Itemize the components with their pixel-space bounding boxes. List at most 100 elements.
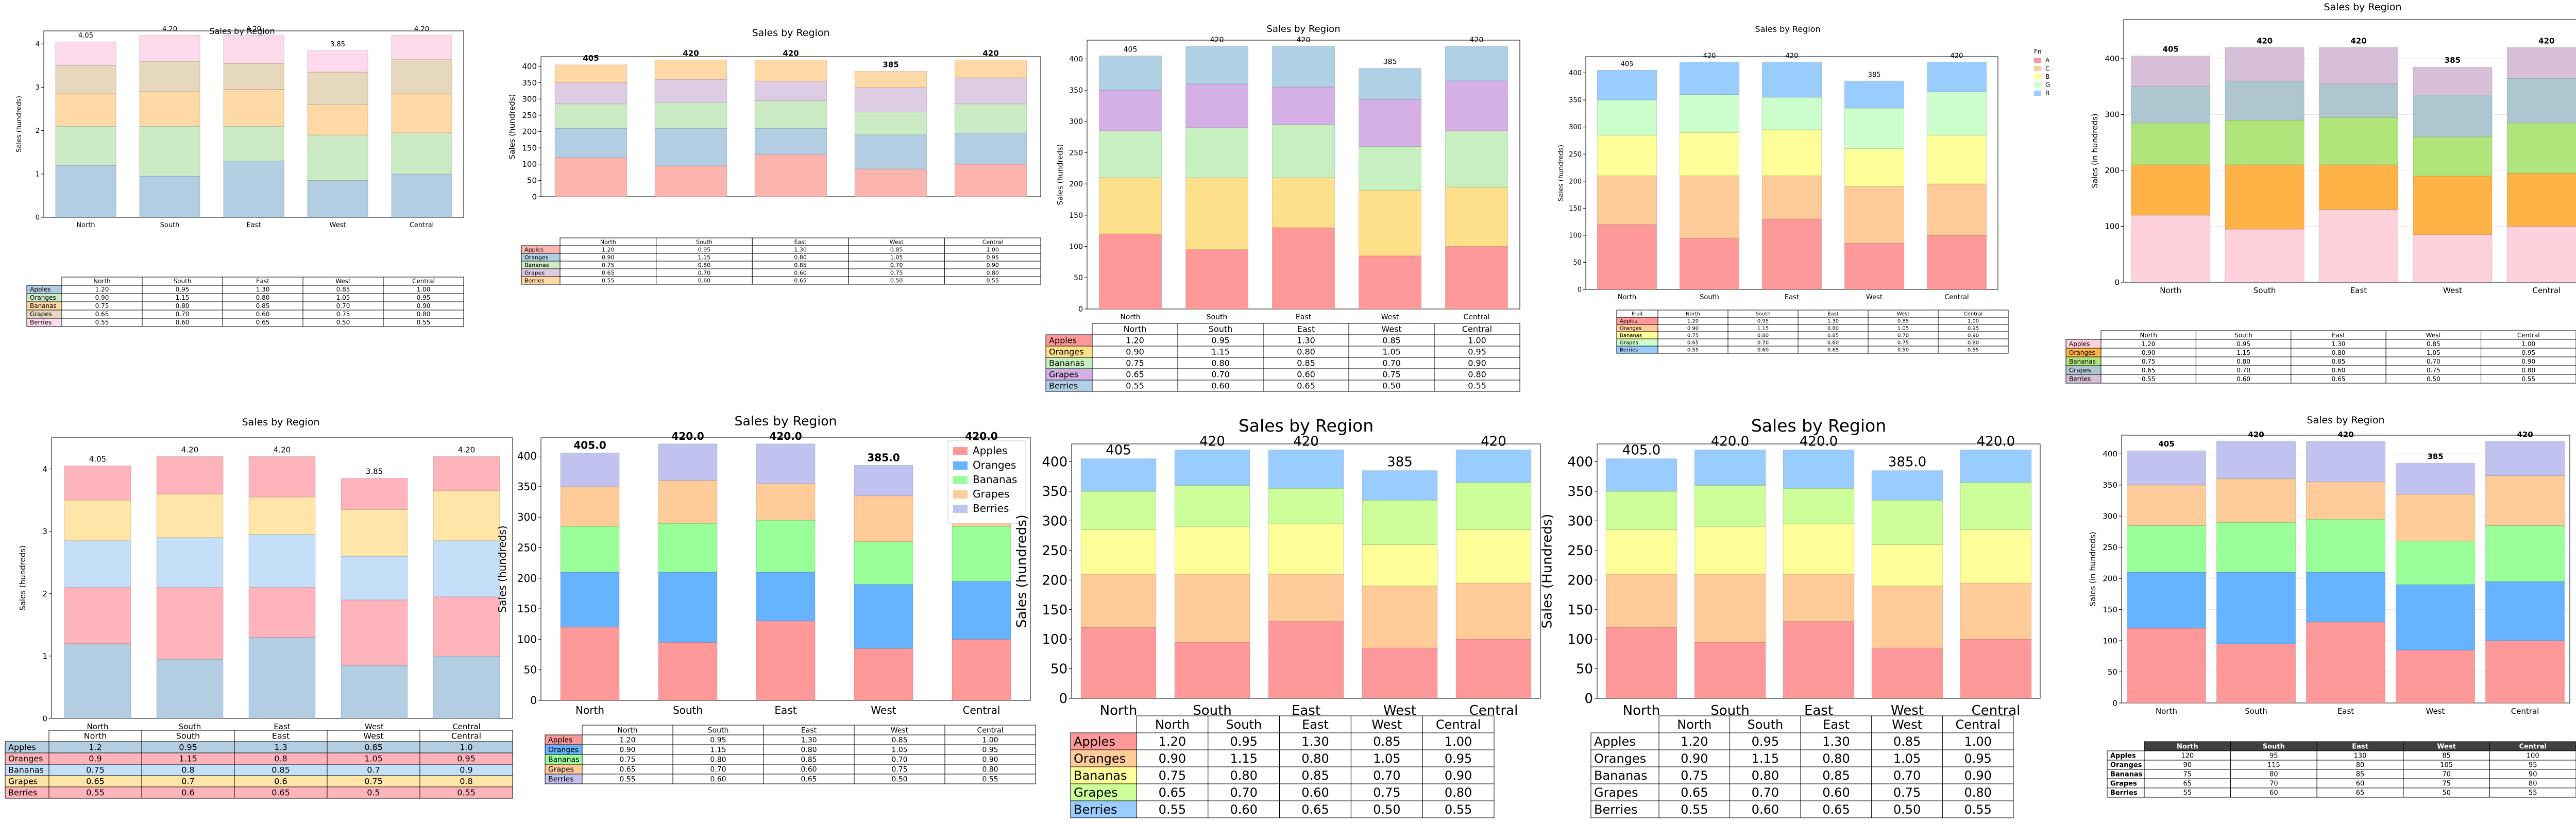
table-cell xyxy=(1350,766,1423,784)
total-label: 420 xyxy=(1703,53,1716,60)
x-tick-label: North xyxy=(2156,707,2177,716)
bar-segment xyxy=(156,493,224,538)
bar-segment xyxy=(391,93,452,133)
bar-segment xyxy=(954,164,1027,197)
chart-2: Sales by Region 0 50 100 150 200 250 300 350 400 S… xyxy=(507,27,1041,285)
table-cell-value: 1.30 xyxy=(2332,340,2346,348)
bar-segment xyxy=(654,128,727,166)
legend-swatch xyxy=(2034,82,2041,88)
table-cell-value: 0.70 xyxy=(891,756,907,764)
x-tick-label: Central xyxy=(963,704,1001,716)
bar-segment xyxy=(391,132,452,175)
table-row-label: Berries xyxy=(548,775,573,783)
total-label: 4.20 xyxy=(246,25,261,33)
table-row-label: Bananas xyxy=(2069,358,2096,365)
bar-segment xyxy=(2485,640,2565,703)
legend-label: G xyxy=(2045,81,2050,89)
table-column-header: South xyxy=(1755,312,1770,317)
bar-segment xyxy=(1099,130,1162,178)
table-column-header: North xyxy=(600,238,616,245)
table-header-cell xyxy=(1422,715,1495,733)
bar-segment xyxy=(2413,234,2493,283)
table-cell xyxy=(1208,732,1280,750)
bar-segment xyxy=(1605,491,1677,530)
bar-segment xyxy=(1080,529,1157,575)
table-column-header: West xyxy=(890,238,904,245)
table-cell xyxy=(1658,732,1731,750)
table-cell-value: 0.80 xyxy=(698,262,711,268)
table-cell-value: 0.75 xyxy=(1897,340,1909,346)
table-row-label-cell xyxy=(1590,749,1659,767)
table-cell-value: 0.70 xyxy=(2236,367,2250,374)
table-row-label-cell xyxy=(1070,749,1137,767)
total-label: 405 xyxy=(583,54,599,63)
total-label: 385.0 xyxy=(867,451,900,464)
table-column-header: West xyxy=(1897,312,1910,317)
table-column-header: South xyxy=(1226,717,1262,732)
table-cell-value: 0.50 xyxy=(1373,802,1400,817)
table-row-label-cell xyxy=(1070,800,1137,818)
table-cell-value: 0.90 xyxy=(982,756,998,764)
x-tick-label: East xyxy=(1296,313,1312,321)
table-row-label: Apples xyxy=(1049,336,1077,346)
table-cell-value: 0.75 xyxy=(1126,358,1144,368)
bar-segment xyxy=(1679,62,1740,95)
bar-segment xyxy=(139,126,200,177)
table-cell-value: 1.20 xyxy=(95,286,109,293)
table-column-header: West xyxy=(363,731,383,741)
table-cell-value: 0.65 xyxy=(794,277,807,284)
bar-segment xyxy=(560,572,620,628)
bar-segment xyxy=(1445,46,1508,81)
bar-segment xyxy=(1597,134,1657,176)
table-cell-value: 0.95 xyxy=(179,743,197,752)
bar-segment xyxy=(156,456,224,494)
table-cell-value: 0.90 xyxy=(2142,349,2156,356)
table-cell-value: 1.3 xyxy=(274,743,287,752)
y-tick-label: 300 xyxy=(1042,513,1067,529)
table-cell-value: 0.55 xyxy=(2142,375,2156,383)
table-cell-value: 0.85 xyxy=(891,736,907,744)
table-row-label: Apples xyxy=(8,743,36,752)
table-cell-value: 0.75 xyxy=(336,311,350,318)
bar-segment xyxy=(560,453,620,487)
table-cell-value: 0.50 xyxy=(2427,375,2441,383)
bar-segment xyxy=(854,168,927,197)
total-label: 405 xyxy=(1106,443,1131,458)
bar-segment xyxy=(2318,83,2399,118)
table-cell-value: 105 xyxy=(2440,762,2453,769)
chart-9: Sales by Region 0 50 100 150 200 250 300 350 400 S… xyxy=(1540,416,2041,818)
bar-segment xyxy=(248,587,316,638)
table-cell-value: 0.55 xyxy=(457,788,476,798)
bar-segment xyxy=(1694,526,1766,575)
table-cell-value: 0.75 xyxy=(2142,358,2156,365)
table-cell-value: 0.50 xyxy=(891,775,907,783)
bar-segment xyxy=(341,478,408,510)
bar-segment xyxy=(248,496,316,535)
x-tick-label: Central xyxy=(410,221,434,229)
bar-segment xyxy=(307,104,368,135)
table-cell-value: 0.85 xyxy=(256,302,270,310)
table-column-header: West xyxy=(2426,332,2442,339)
table-row-label: Grapes xyxy=(1594,785,1638,800)
y-tick-label: 400 xyxy=(1567,455,1593,470)
table-column-header: West xyxy=(335,278,351,285)
table-cell-value: 0.55 xyxy=(1468,381,1486,391)
bar-segment xyxy=(248,534,316,588)
table-column-header: Central xyxy=(1964,312,1982,317)
bar-segment xyxy=(64,540,131,588)
table-cell-value: 0.80 xyxy=(1757,333,1769,339)
y-tick-label: 200 xyxy=(1567,573,1593,588)
table-cell-value: 0.9 xyxy=(89,754,101,764)
table-cell-value: 0.75 xyxy=(1681,768,1708,783)
table-cell-value: 0.60 xyxy=(794,269,807,276)
table-cell-value: 0.95 xyxy=(417,294,431,301)
table-cell xyxy=(1434,380,1520,392)
bar-segment xyxy=(1960,639,2032,699)
table-row-label: Apples xyxy=(30,286,50,293)
table-cell xyxy=(1871,783,1943,801)
bar-segment xyxy=(341,665,408,719)
total-label: 385 xyxy=(1868,71,1881,79)
table-cell-value: 100 xyxy=(2527,752,2539,760)
table-cell-value: 0.75 xyxy=(1373,785,1400,800)
bar-segment xyxy=(1455,529,1532,583)
